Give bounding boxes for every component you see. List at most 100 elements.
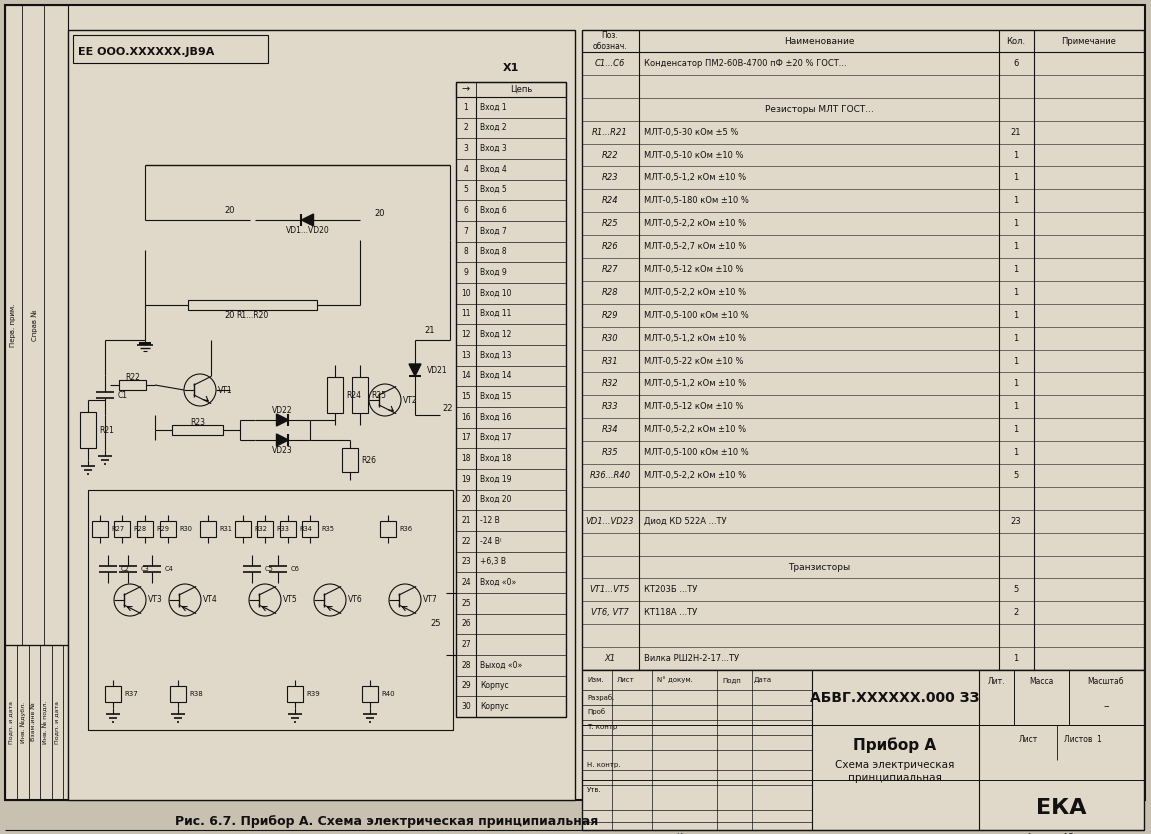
Text: Вход 7: Вход 7 <box>480 227 506 235</box>
Text: Лист: Лист <box>1019 736 1038 745</box>
Text: 14: 14 <box>462 371 471 380</box>
Text: Взам.инв №: Взам.инв № <box>31 702 37 741</box>
Text: C5: C5 <box>265 566 274 572</box>
Text: МЛТ-0,5-2,2 кОм ±10 %: МЛТ-0,5-2,2 кОм ±10 % <box>645 288 746 297</box>
Bar <box>257 520 273 537</box>
Text: 5: 5 <box>1013 585 1019 595</box>
Text: Вход 13: Вход 13 <box>480 350 511 359</box>
Text: R31: R31 <box>219 526 231 532</box>
Text: VD1...VD23: VD1...VD23 <box>586 517 634 525</box>
Text: 1: 1 <box>1013 356 1019 365</box>
Text: Кол.: Кол. <box>1006 37 1026 46</box>
Text: Вход 6: Вход 6 <box>480 206 506 215</box>
Text: 30: 30 <box>462 702 471 711</box>
Text: 1: 1 <box>1013 173 1019 183</box>
Text: МЛТ-0,5-12 кОм ±10 %: МЛТ-0,5-12 кОм ±10 % <box>645 265 744 274</box>
Text: 23: 23 <box>462 557 471 566</box>
Bar <box>5 645 68 800</box>
Text: МЛТ-0,5-2,2 кОм ±10 %: МЛТ-0,5-2,2 кОм ±10 % <box>645 471 746 480</box>
Text: МЛТ-0,5-100 кОм ±10 %: МЛТ-0,5-100 кОм ±10 % <box>645 448 749 457</box>
Text: Вход 10: Вход 10 <box>480 289 511 298</box>
Bar <box>235 520 251 537</box>
Bar <box>352 377 368 413</box>
Text: R32: R32 <box>254 526 267 532</box>
Text: 2: 2 <box>464 123 468 132</box>
Text: Рис. 6.7. Прибор А. Схема электрическая принципиальная: Рис. 6.7. Прибор А. Схема электрическая … <box>175 816 599 828</box>
Text: R22: R22 <box>125 373 140 381</box>
Text: Прибор А: Прибор А <box>853 737 937 753</box>
Text: Т. контр: Т. контр <box>587 724 617 730</box>
Text: R34: R34 <box>299 526 312 532</box>
Text: Вход 2: Вход 2 <box>480 123 506 132</box>
Text: Поз.
обознач.: Поз. обознач. <box>593 32 627 51</box>
Bar <box>160 520 176 537</box>
Text: R26: R26 <box>602 242 618 251</box>
Text: 1: 1 <box>1013 654 1019 663</box>
Text: 20: 20 <box>375 208 386 218</box>
Text: Вход 3: Вход 3 <box>480 143 506 153</box>
Text: N° докум.: N° докум. <box>657 676 693 683</box>
Text: Вход 20: Вход 20 <box>480 495 511 505</box>
Text: 22: 22 <box>443 404 453 413</box>
Text: 5: 5 <box>1013 471 1019 480</box>
Text: C3: C3 <box>142 566 150 572</box>
Bar <box>114 520 130 537</box>
Text: 27: 27 <box>462 640 471 649</box>
Text: VT5: VT5 <box>283 595 298 605</box>
Text: VT1...VT5: VT1...VT5 <box>589 585 631 595</box>
Text: VD1...VD20: VD1...VD20 <box>285 225 329 234</box>
Text: 16: 16 <box>462 413 471 421</box>
Text: Справ №: Справ № <box>32 309 38 341</box>
Text: Масштаб: Масштаб <box>1088 677 1125 686</box>
Text: 1: 1 <box>1013 402 1019 411</box>
Text: Вход 8: Вход 8 <box>480 247 506 256</box>
Text: 1: 1 <box>1013 288 1019 297</box>
Bar <box>582 30 1144 670</box>
Text: Схема электрическая: Схема электрическая <box>836 760 954 770</box>
Text: 9: 9 <box>464 268 468 277</box>
Bar <box>188 300 317 310</box>
Text: КТ203Б ...ТУ: КТ203Б ...ТУ <box>645 585 698 595</box>
Bar <box>327 377 343 413</box>
Text: C4: C4 <box>165 566 174 572</box>
Text: МЛТ-0,5-2,7 кОм ±10 %: МЛТ-0,5-2,7 кОм ±10 % <box>645 242 746 251</box>
Bar <box>302 520 318 537</box>
Text: МЛТ-0,5-1,2 кОм ±10 %: МЛТ-0,5-1,2 кОм ±10 % <box>645 334 746 343</box>
Text: Вход 5: Вход 5 <box>480 185 506 194</box>
Text: 22: 22 <box>462 536 471 545</box>
Text: R39: R39 <box>306 691 320 697</box>
Text: R30: R30 <box>180 526 192 532</box>
Bar <box>105 686 121 702</box>
Text: Конденсатор ПМ2-60В-4700 пФ ±20 % ГОСТ...: Конденсатор ПМ2-60В-4700 пФ ±20 % ГОСТ..… <box>645 59 847 68</box>
Text: 8: 8 <box>464 247 468 256</box>
Text: R28: R28 <box>134 526 146 532</box>
Bar <box>171 425 223 435</box>
Text: R31: R31 <box>602 356 618 365</box>
Text: Диод КD 522А ...ТУ: Диод КD 522А ...ТУ <box>645 517 726 525</box>
Text: R40: R40 <box>381 691 395 697</box>
Text: Копировал: Копировал <box>676 832 724 834</box>
Text: R28: R28 <box>602 288 618 297</box>
Text: VT4: VT4 <box>203 595 218 605</box>
Text: -12 В: -12 В <box>480 516 500 525</box>
Text: МЛТ-0,5-2,2 кОм ±10 %: МЛТ-0,5-2,2 кОм ±10 % <box>645 219 746 229</box>
Text: 10: 10 <box>462 289 471 298</box>
Text: VT3: VT3 <box>148 595 162 605</box>
Text: Дата: Дата <box>754 677 772 683</box>
Text: Подп. и дата: Подп. и дата <box>8 701 14 743</box>
Text: 24: 24 <box>462 578 471 587</box>
Text: 1: 1 <box>1013 219 1019 229</box>
Text: Корпус: Корпус <box>480 681 509 691</box>
Text: Формат А3: Формат А3 <box>1026 832 1074 834</box>
Text: Масса: Масса <box>1029 677 1053 686</box>
Text: R35: R35 <box>602 448 618 457</box>
Bar <box>582 670 1144 830</box>
Text: Вилка РШ2Н-2-17...ТУ: Вилка РШ2Н-2-17...ТУ <box>645 654 739 663</box>
Text: Подп: Подп <box>722 677 741 683</box>
Text: R23: R23 <box>190 418 205 426</box>
Text: 25: 25 <box>462 599 471 607</box>
Text: Вход 18: Вход 18 <box>480 454 511 463</box>
Text: МЛТ-0,5-10 кОм ±10 %: МЛТ-0,5-10 кОм ±10 % <box>645 150 744 159</box>
Text: Вход 9: Вход 9 <box>480 268 506 277</box>
Text: 15: 15 <box>462 392 471 401</box>
